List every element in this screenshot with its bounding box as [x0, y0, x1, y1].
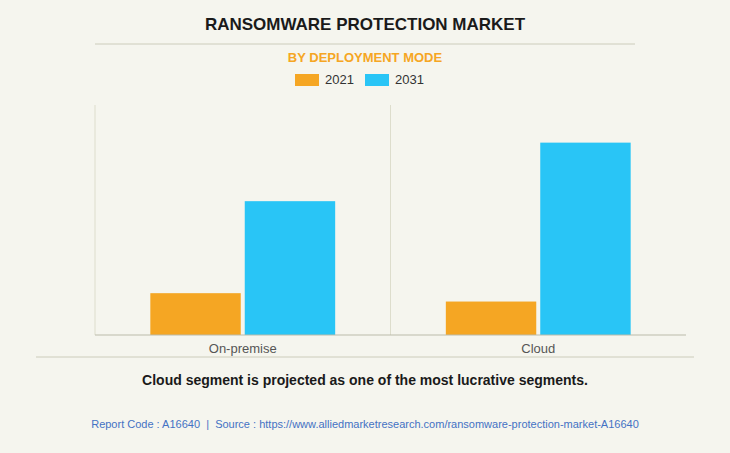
x-axis-line: [95, 335, 686, 336]
legend-swatch: [295, 74, 319, 86]
legend-label: 2021: [325, 72, 354, 87]
bar: [540, 143, 630, 335]
page: {"chart_data": {"type": "bar", "title": …: [0, 0, 730, 453]
chart-container: RANSOMWARE PROTECTION MARKET BY DEPLOYMEN…: [0, 0, 730, 453]
footer-separator: [36, 357, 694, 358]
category-divider: [390, 105, 391, 335]
bar: [245, 201, 335, 335]
bar: [150, 293, 240, 335]
bar: [446, 302, 536, 335]
legend: 2021 2031: [295, 72, 424, 87]
title: RANSOMWARE PROTECTION MARKET: [205, 15, 526, 34]
bars: [150, 143, 630, 335]
x-tick-label: Cloud: [521, 341, 555, 356]
legend-swatch: [365, 74, 389, 86]
source-text: Report Code : A16640 | Source : https://…: [91, 418, 639, 430]
background: [0, 0, 730, 453]
title-separator: [95, 44, 635, 45]
legend-label: 2031: [395, 72, 424, 87]
y-axis-line: [95, 105, 96, 335]
x-tick-label: On-premise: [209, 341, 277, 356]
chart-svg: RANSOMWARE PROTECTION MARKET BY DEPLOYMEN…: [0, 0, 730, 453]
footer-text: Cloud segment is projected as one of the…: [142, 372, 588, 388]
subtitle: BY DEPLOYMENT MODE: [288, 50, 443, 65]
